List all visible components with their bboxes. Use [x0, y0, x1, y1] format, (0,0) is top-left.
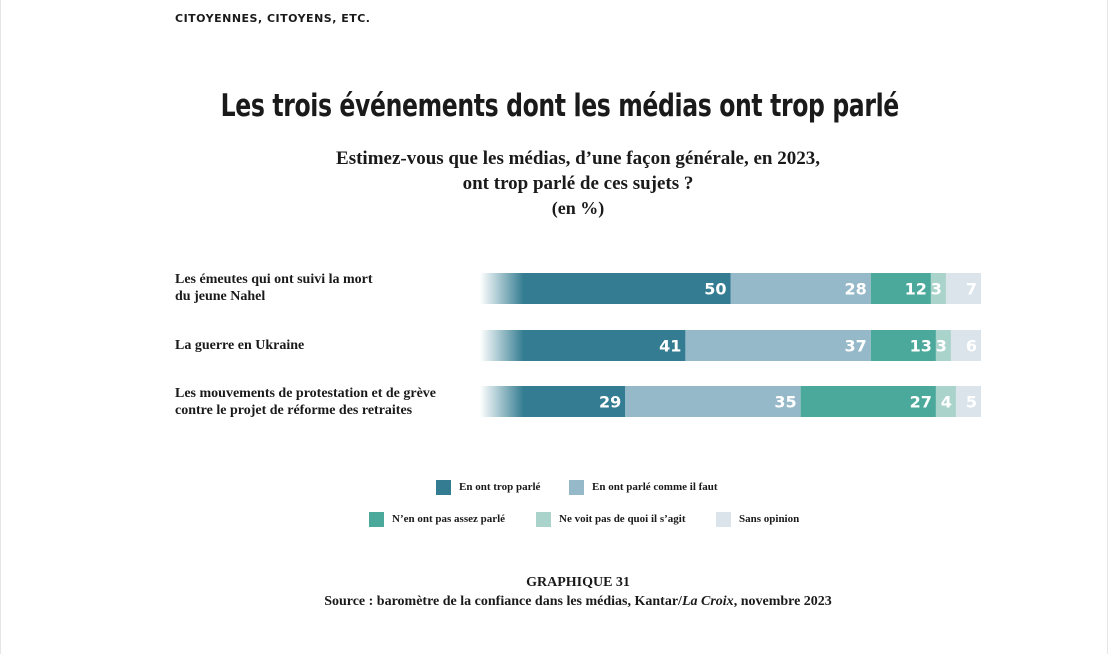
legend-swatch [536, 512, 551, 527]
bar-fade-overlay [480, 273, 524, 304]
category-label-line: contre le projet de réforme des retraite… [175, 403, 413, 418]
bar-segment [930, 273, 946, 304]
category-label-line: La guerre en Ukraine [175, 338, 305, 353]
legend-swatch [716, 512, 731, 527]
chart-title: Les trois événements dont les médias ont… [220, 88, 900, 124]
bar-value-label: 3 [936, 337, 947, 356]
bar-segment [625, 386, 801, 417]
legend-label: Ne voit pas de quoi il s’agit [559, 513, 686, 525]
chart-subtitle-line-1: Estimez-vous que les médias, d’une façon… [336, 148, 820, 169]
bar-value-label: 3 [931, 280, 942, 299]
bar-value-label: 28 [845, 280, 867, 299]
bar-segment [945, 273, 981, 304]
source-text-italic: La Croix [681, 594, 734, 609]
section-label: CITOYENNES, CITOYENS, ETC. [175, 12, 371, 25]
legend-label: En ont parlé comme il faut [592, 481, 718, 493]
category-label-line: Les mouvements de protestation et de grè… [175, 386, 437, 401]
figure-number: GRAPHIQUE 31 [526, 575, 630, 590]
bar-value-label: 6 [966, 337, 977, 356]
bar-segment [950, 330, 981, 361]
legend-swatch [369, 512, 384, 527]
chart-subtitle-line-2: ont trop parlé de ces sujets ? [462, 173, 694, 194]
bar-value-label: 50 [704, 280, 726, 299]
bar-value-label: 37 [845, 337, 867, 356]
bar-value-label: 13 [910, 337, 932, 356]
category-label-retraites: Les mouvements de protestation et de grè… [175, 385, 475, 419]
category-label-line: du jeune Nahel [175, 289, 266, 304]
chart-subtitle: Estimez-vous que les médias, d’une façon… [0, 146, 1108, 196]
bar-value-label: 5 [966, 393, 977, 412]
bar-segment [870, 330, 936, 361]
bar-segment [870, 273, 931, 304]
legend-label: Sans opinion [739, 513, 800, 525]
source-note: Source : baromètre de la confiance dans … [0, 594, 1108, 610]
bar-segment [935, 330, 951, 361]
bar-value-label: 7 [966, 280, 977, 299]
legend-label: En ont trop parlé [459, 481, 541, 493]
source-text-after: , novembre 2023 [733, 594, 832, 609]
bar-segment [935, 386, 956, 417]
legend-label: N’en ont pas assez parlé [392, 513, 506, 525]
bars-group: 50 28 12 3 741 37 13 3 629 35 27 4 5 [480, 273, 981, 417]
stacked-bar-chart: 50 28 12 3 741 37 13 3 629 35 27 4 5 [480, 273, 981, 417]
bar-segment [730, 273, 871, 304]
legend-swatch [436, 480, 451, 495]
bar-fade-overlay [480, 386, 524, 417]
bar-value-label: 29 [599, 393, 621, 412]
bar-segment [955, 386, 981, 417]
bar-value-label: 35 [774, 393, 796, 412]
bar-segment [685, 330, 871, 361]
chart-unit: (en %) [551, 198, 605, 218]
bar-value-label: 41 [659, 337, 681, 356]
legend-swatch [569, 480, 584, 495]
bar-value-label: 27 [910, 393, 932, 412]
category-label-ukraine: La guerre en Ukraine [175, 337, 475, 354]
bar-value-label: 12 [905, 280, 927, 299]
bar-segment [800, 386, 936, 417]
bar-value-label: 4 [941, 393, 952, 412]
bar-fade-overlay [480, 330, 524, 361]
category-label-nahel: Les émeutes qui ont suivi la mort du jeu… [175, 271, 475, 305]
source-text-before: Source : baromètre de la confiance dans … [324, 594, 682, 609]
category-label-line: Les émeutes qui ont suivi la mort [175, 272, 373, 287]
